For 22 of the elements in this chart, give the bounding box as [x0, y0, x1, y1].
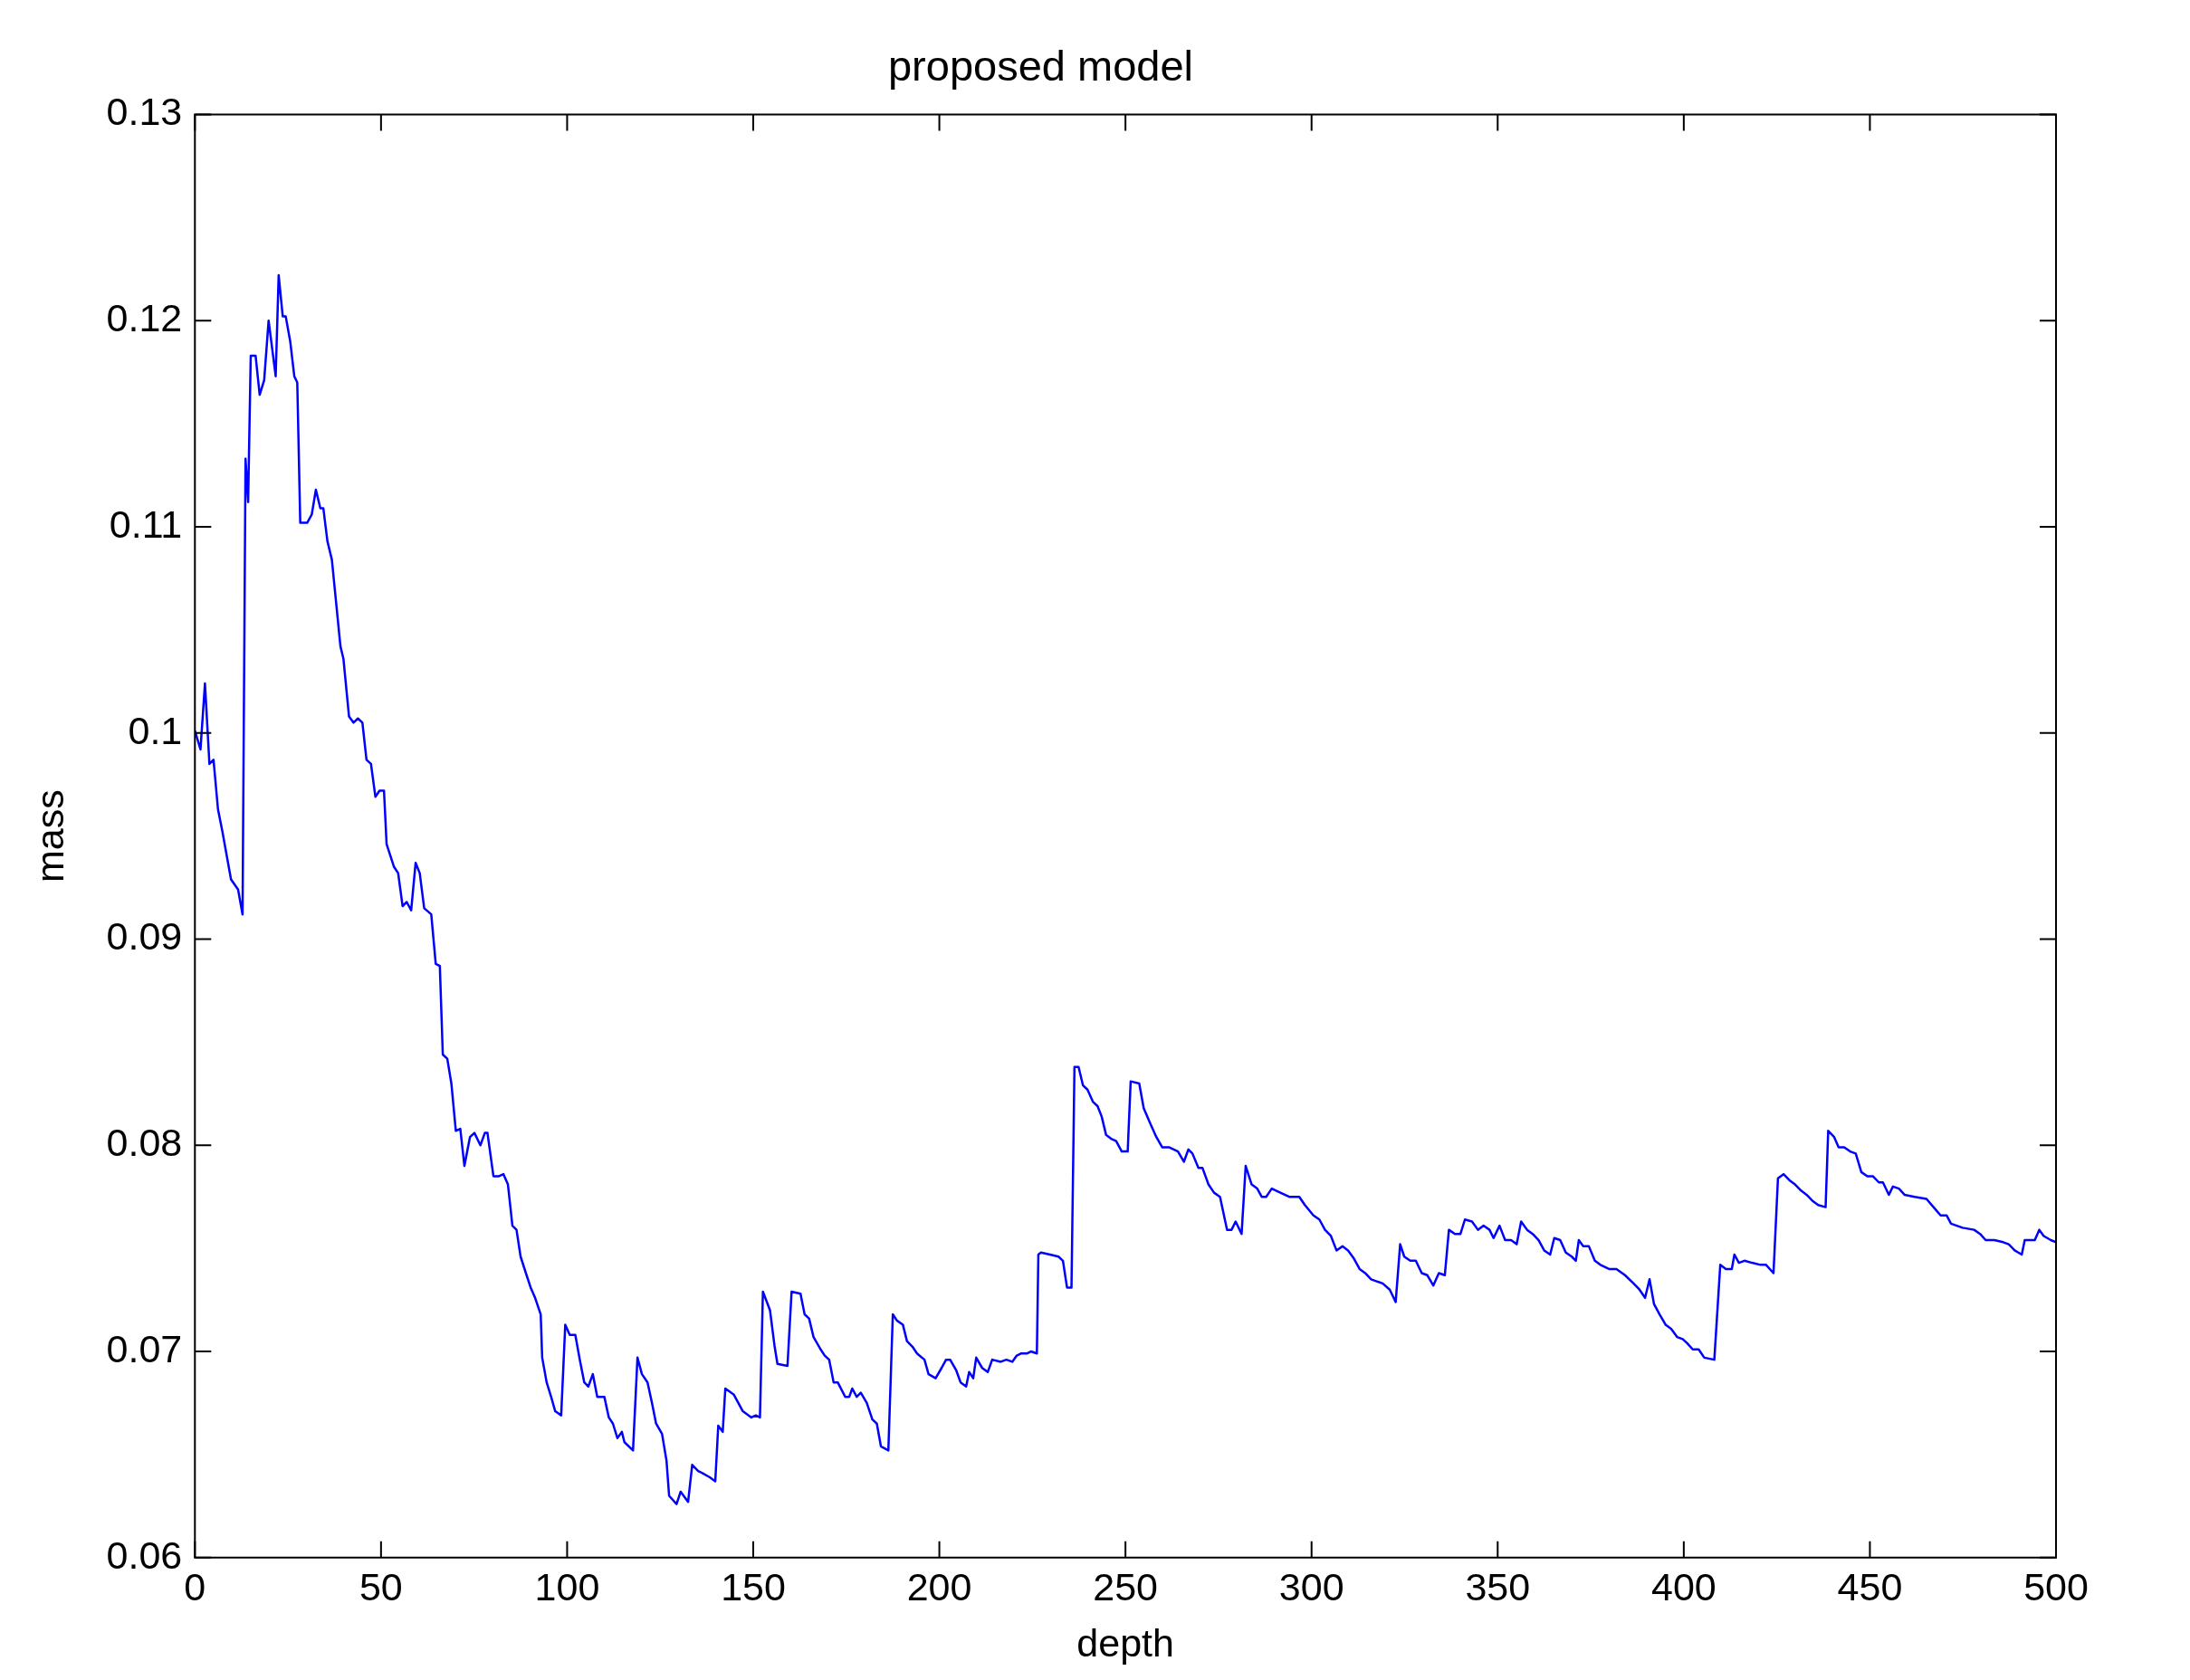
x-axis-title: depth: [1076, 1621, 1174, 1666]
x-tick-label: 350: [1465, 1565, 1531, 1609]
x-tick-label: 400: [1650, 1565, 1717, 1609]
x-tick-label: 500: [2023, 1565, 2089, 1609]
x-tick-label: 300: [1278, 1565, 1344, 1609]
y-tick-label: 0.12: [106, 296, 183, 340]
y-tick-label: 0.08: [106, 1121, 183, 1165]
x-tick-label: 250: [1093, 1565, 1159, 1609]
x-tick-label: 150: [721, 1565, 786, 1609]
y-tick-label: 0.09: [106, 914, 183, 959]
x-tick-label: 200: [906, 1565, 972, 1609]
x-tick-label: 50: [359, 1565, 403, 1609]
y-tick-label: 0.11: [109, 501, 183, 546]
y-tick-label: 0.1: [128, 708, 183, 752]
x-tick-label: 0: [184, 1565, 206, 1609]
x-tick-label: 100: [534, 1565, 600, 1609]
chart-title: proposed model: [887, 42, 1194, 91]
y-tick-label: 0.13: [106, 90, 183, 134]
y-tick-label: 0.07: [106, 1326, 183, 1370]
y-tick-label: 0.06: [106, 1532, 183, 1577]
y-axis-title: mass: [27, 789, 72, 883]
x-tick-label: 450: [1837, 1565, 1903, 1609]
